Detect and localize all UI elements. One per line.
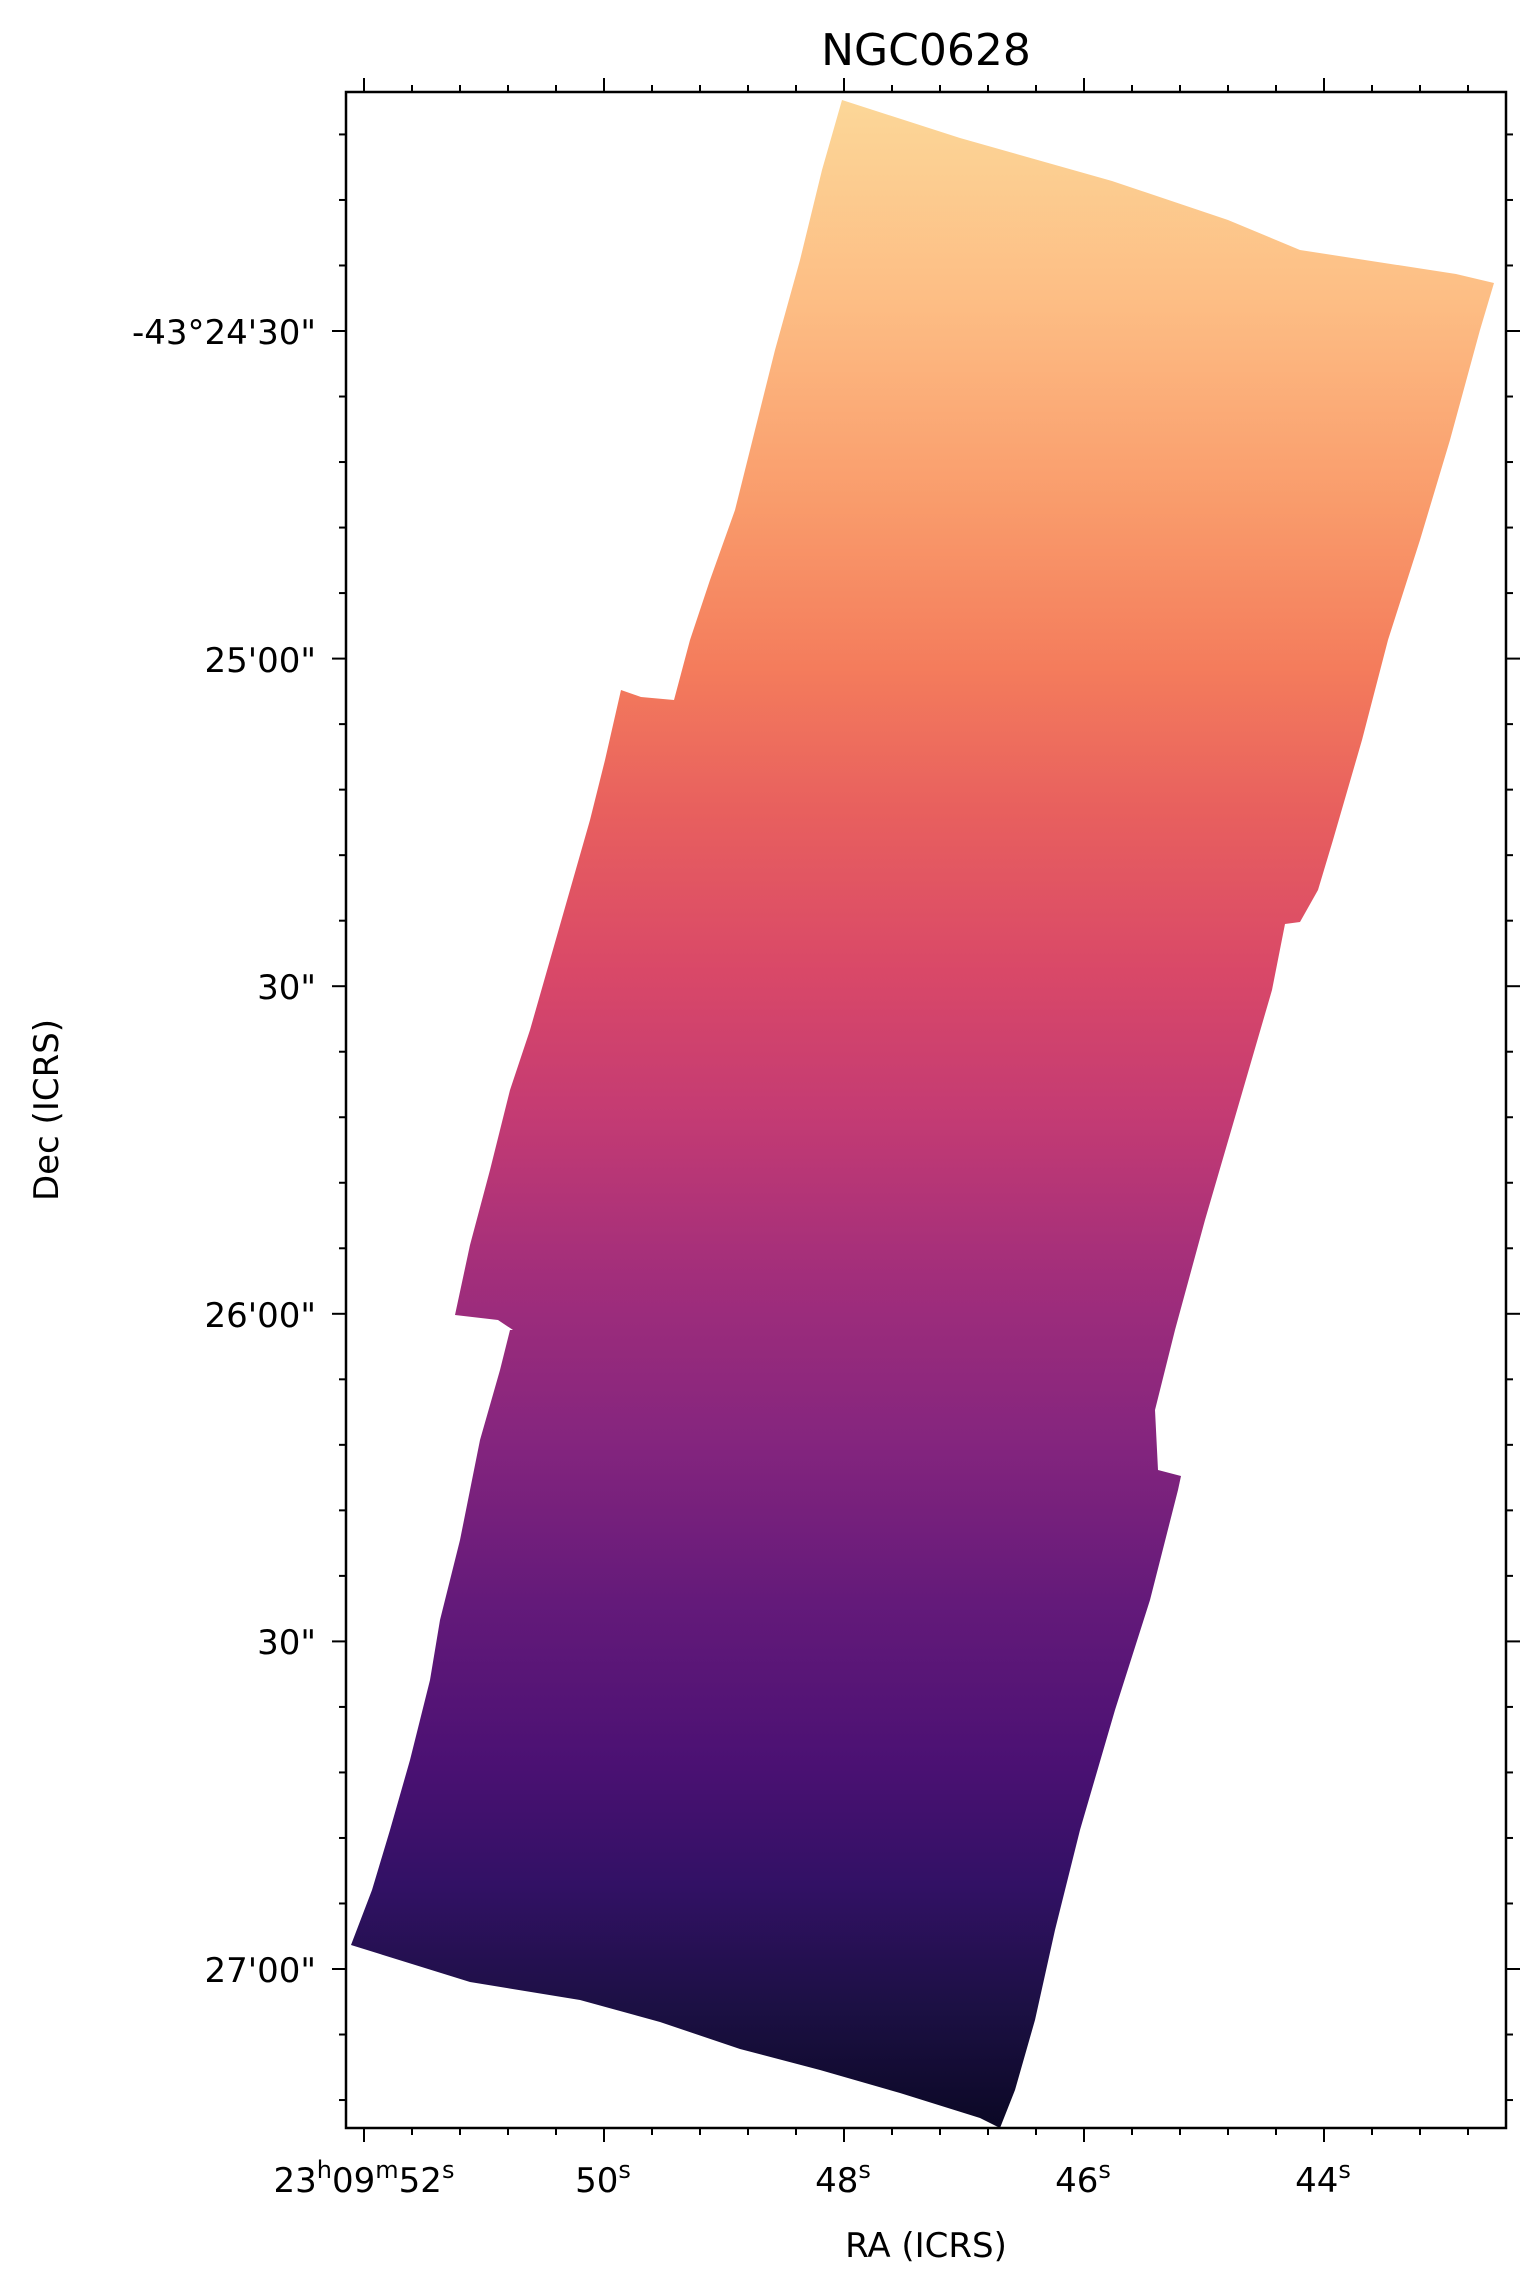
y-tick-label: 26'00" bbox=[204, 1296, 316, 1336]
x-tick-label: 50s bbox=[575, 2156, 631, 2201]
x-axis-label: RA (ICRS) bbox=[845, 2226, 1007, 2266]
axis-ticks bbox=[332, 78, 1520, 2142]
y-axis-label: Dec (ICRS) bbox=[27, 1019, 67, 1201]
y-tick-label: 30" bbox=[257, 968, 316, 1008]
x-tick-label: 46s bbox=[1055, 2156, 1111, 2201]
chart-title: NGC0628 bbox=[821, 25, 1031, 76]
y-tick-label: 25'00" bbox=[204, 641, 316, 681]
x-tick-label: 48s bbox=[815, 2156, 871, 2201]
x-tick-label: 44s bbox=[1295, 2156, 1351, 2201]
y-tick-label: 30" bbox=[257, 1623, 316, 1663]
y-tick-labels: -43°24'30" 25'00" 30" 26'00" 30" 27'00" bbox=[132, 313, 316, 1991]
axes-frame bbox=[344, 90, 1508, 2130]
y-tick-label: -43°24'30" bbox=[132, 313, 316, 353]
y-tick-label: 27'00" bbox=[204, 1951, 316, 1991]
x-tick-label: 23h09m52s bbox=[274, 2156, 455, 2201]
x-tick-labels: 23h09m52s 50s 48s 46s 44s bbox=[274, 2156, 1351, 2201]
image-footprint bbox=[351, 100, 1494, 2128]
